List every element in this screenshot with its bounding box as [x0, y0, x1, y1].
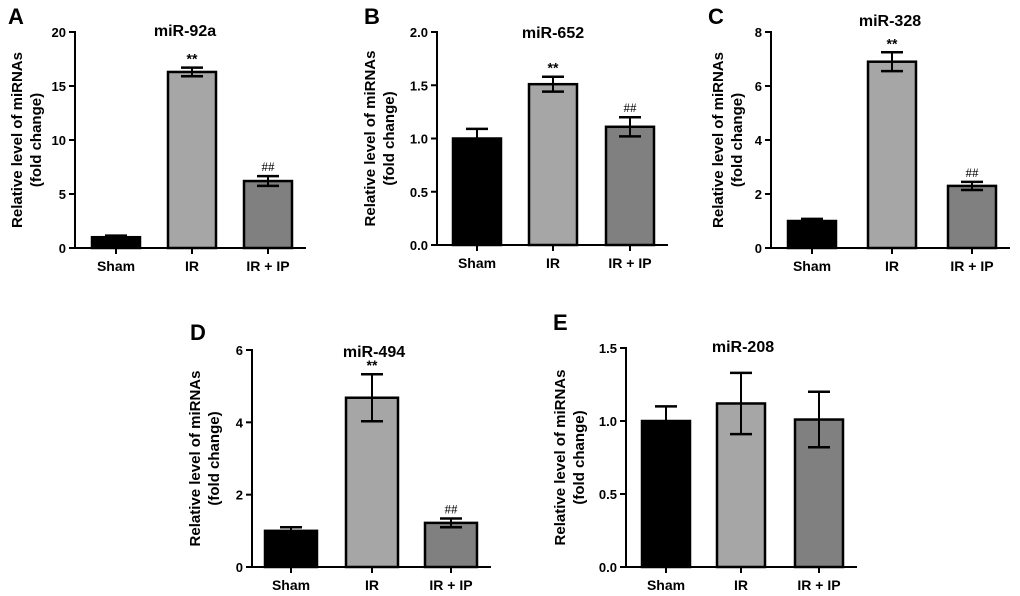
y-tick-label: 15: [52, 79, 66, 94]
x-tick-label: IR + IP: [608, 255, 651, 271]
panel-letter: E: [553, 310, 568, 335]
x-tick-label: IR: [365, 577, 379, 593]
x-tick-label: IR + IP: [429, 577, 472, 593]
y-tick-label: 0.5: [410, 185, 428, 200]
x-tick-label: IR + IP: [950, 258, 993, 274]
y-tick-label: 6: [755, 79, 762, 94]
bar-ir: [866, 60, 918, 250]
significance-label: **: [548, 60, 559, 76]
y-tick-label: 2: [755, 187, 762, 202]
bar-sham: [451, 137, 503, 247]
y-tick-label: 1.0: [410, 132, 428, 147]
panel-letter: D: [190, 320, 206, 345]
chart-title: miR-328: [859, 13, 921, 30]
x-tick-label: IR + IP: [246, 258, 289, 274]
chart-title: miR-92a: [154, 23, 216, 40]
y-tick-label: 0.5: [599, 487, 617, 502]
x-tick-label: Sham: [458, 255, 496, 271]
y-axis-label: Relative level of miRNAs: [552, 370, 569, 546]
significance-label: **: [367, 357, 378, 373]
y-tick-label: 1.0: [599, 414, 617, 429]
bar-ir-ip: [604, 125, 656, 247]
x-tick-label: IR: [734, 577, 748, 593]
x-tick-label: Sham: [272, 577, 310, 593]
y-tick-label: 20: [52, 25, 66, 40]
y-tick-label: 4: [236, 415, 244, 430]
y-axis-label: (fold change): [28, 93, 45, 187]
bar-ir: [166, 70, 218, 250]
y-tick-label: 0: [755, 241, 762, 256]
y-tick-label: 0: [59, 241, 66, 256]
y-tick-label: 0.0: [599, 560, 617, 575]
y-tick-label: 4: [755, 133, 763, 148]
y-axis-label: (fold change): [729, 93, 746, 187]
significance-label: ##: [262, 159, 276, 174]
y-axis-label: Relative level of miRNAs: [9, 52, 26, 228]
significance-label: **: [887, 35, 898, 51]
bar-ir-ip: [423, 521, 479, 569]
bar-ir-ip: [242, 179, 294, 250]
chart-title: miR-494: [343, 344, 405, 361]
y-tick-label: 0: [236, 560, 243, 575]
y-tick-label: 8: [755, 25, 762, 40]
bar-ir: [344, 396, 400, 569]
x-tick-label: IR: [885, 258, 899, 274]
panel-letter: A: [8, 4, 24, 29]
y-axis-label: Relative level of miRNAs: [362, 51, 379, 227]
chart-title: miR-652: [522, 25, 584, 42]
y-tick-label: 2: [236, 488, 243, 503]
y-tick-label: 1.5: [410, 78, 428, 93]
bar-sham: [263, 529, 319, 569]
bar-sham: [786, 219, 838, 250]
significance-label: ##: [966, 165, 980, 180]
x-tick-label: Sham: [97, 258, 135, 274]
panel-letter: B: [364, 4, 380, 29]
significance-label: ##: [445, 502, 459, 517]
y-tick-label: 10: [52, 133, 66, 148]
y-axis-label: (fold change): [206, 411, 223, 505]
y-tick-label: 1.5: [599, 341, 617, 356]
x-tick-label: IR: [185, 258, 199, 274]
x-tick-label: Sham: [793, 258, 831, 274]
panel-letter: C: [708, 4, 724, 29]
bar-ir: [527, 82, 579, 247]
y-tick-label: 2.0: [410, 25, 428, 40]
y-tick-label: 5: [59, 187, 66, 202]
significance-label: **: [187, 51, 198, 67]
bar-sham: [640, 419, 692, 569]
y-axis-label: (fold change): [381, 91, 398, 185]
y-axis-label: Relative level of miRNAs: [710, 52, 727, 228]
x-tick-label: IR: [546, 255, 560, 271]
y-tick-label: 6: [236, 343, 243, 358]
y-axis-label: Relative level of miRNAs: [187, 371, 204, 547]
x-tick-label: Sham: [647, 577, 685, 593]
y-axis-label: (fold change): [571, 410, 588, 504]
chart-title: miR-208: [712, 339, 774, 356]
x-tick-label: IR + IP: [797, 577, 840, 593]
significance-label: ##: [624, 100, 638, 115]
bar-ir-ip: [946, 184, 998, 250]
y-tick-label: 0.0: [410, 238, 428, 253]
